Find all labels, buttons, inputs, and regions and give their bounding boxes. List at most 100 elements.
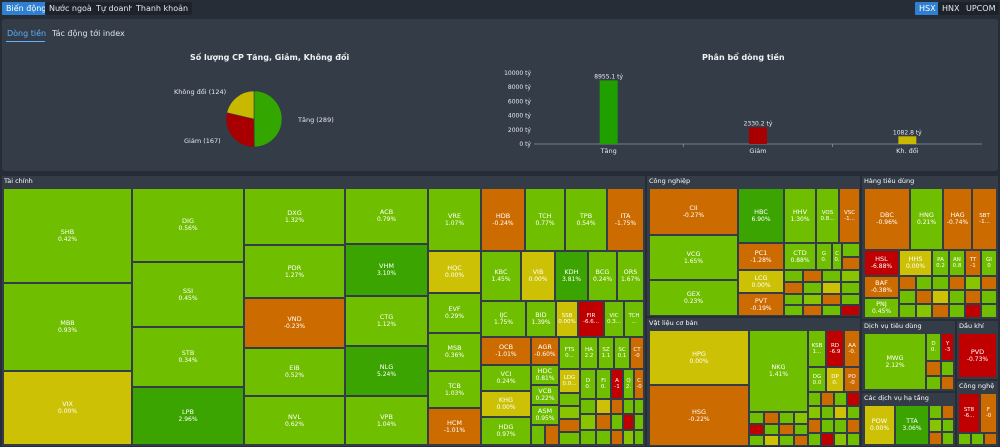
tile-tpb[interactable]: TPB 0.54% — [565, 188, 607, 251]
tile-minor[interactable] — [929, 432, 942, 445]
tile-lcg[interactable]: LCG 0.00% — [738, 270, 784, 293]
exchange-hnx[interactable]: HNX — [938, 2, 964, 15]
tile-pow[interactable]: POW 0.00% — [864, 405, 895, 445]
tile-minor[interactable] — [634, 399, 644, 414]
pie-slice-unchanged[interactable] — [226, 90, 255, 120]
tile-aa[interactable]: AA -0. — [844, 330, 860, 367]
tile-minor[interactable] — [965, 290, 981, 304]
tile-minor[interactable] — [623, 399, 634, 414]
tile-minor[interactable] — [899, 304, 916, 318]
tile-hdg[interactable]: HDG 0.97% — [481, 417, 531, 445]
tile-minor[interactable] — [611, 414, 623, 430]
bar-1[interactable] — [749, 127, 767, 144]
tile-tcb[interactable]: TCB 1.03% — [428, 371, 481, 408]
tile-minor[interactable] — [764, 412, 779, 424]
tile-ijc[interactable]: IJC 1.75% — [481, 301, 526, 337]
tile-acb[interactable]: ACB 0.79% — [345, 188, 428, 244]
tile-vnd[interactable]: VND -0.23% — [244, 298, 345, 348]
tile-bcg[interactable]: BCG 0.24% — [588, 251, 617, 301]
tile-minor[interactable] — [559, 432, 580, 445]
tile-hhs[interactable]: HHS 0.00% — [899, 250, 932, 276]
tile-minor[interactable] — [596, 399, 611, 414]
tile-fir[interactable]: FIR -6.6... — [578, 301, 604, 337]
subtab-dong-tien[interactable]: Dòng tiền — [7, 29, 47, 38]
tile-vre[interactable]: VRE 1.07% — [428, 188, 481, 251]
tile-tch-small[interactable]: TCH... — [624, 301, 644, 337]
tile-pa[interactable]: PA 0.2 — [932, 250, 949, 276]
tile-minor[interactable] — [965, 304, 981, 318]
tile-minor[interactable] — [623, 430, 634, 445]
tile-nkg[interactable]: NKG 1.41% — [749, 330, 808, 412]
tile-sz[interactable]: SZ 1.1 — [598, 337, 614, 369]
tile-minor[interactable] — [941, 361, 954, 376]
tile-minor[interactable] — [916, 304, 932, 318]
tile-hdb[interactable]: HDB -0.24% — [481, 188, 525, 251]
tile-fts[interactable]: FTS 0... — [559, 337, 580, 369]
tile-minor[interactable] — [929, 405, 942, 419]
tile-minor[interactable] — [899, 276, 916, 290]
tile-g[interactable]: G 0. — [816, 243, 832, 270]
tile-minor[interactable] — [803, 305, 822, 316]
tile-minor[interactable] — [981, 290, 997, 304]
tile-minor[interactable] — [611, 399, 623, 414]
tile-hpg[interactable]: HPG 0.00% — [649, 330, 749, 385]
exchange-hsx[interactable]: HSX — [915, 2, 940, 15]
tile-minor[interactable] — [822, 282, 841, 294]
tile-ctg[interactable]: CTG 1.12% — [345, 296, 428, 346]
tile-minor[interactable] — [623, 414, 634, 430]
tile-fi[interactable]: FI 0. — [596, 369, 611, 399]
tile-minor[interactable] — [821, 433, 834, 446]
tile-minor[interactable] — [926, 361, 941, 376]
tile-tt[interactable]: TT -1 — [965, 250, 981, 276]
tile-agr[interactable]: AGR -0.60% — [531, 337, 559, 365]
tile-minor[interactable] — [942, 432, 954, 445]
tile-minor[interactable] — [580, 414, 596, 430]
tile-minor[interactable] — [965, 276, 981, 290]
tile-minor[interactable] — [916, 276, 932, 290]
tile-po[interactable]: PO -0 — [844, 367, 860, 392]
tile-eib[interactable]: EIB 0.52% — [244, 348, 345, 396]
tile-nlg[interactable]: NLG 5.24% — [345, 346, 428, 396]
tile-minor[interactable] — [808, 392, 821, 406]
tile-msb[interactable]: MSB 0.36% — [428, 333, 481, 371]
tile-hsl[interactable]: HSL -6.88% — [864, 250, 899, 276]
tile-hdc[interactable]: HDC 0.81% — [531, 365, 559, 385]
tile-lpb[interactable]: LPB 2.96% — [132, 387, 244, 445]
tile-minor[interactable] — [779, 435, 794, 446]
tile-minor[interactable] — [842, 257, 860, 270]
tile-minor[interactable] — [932, 290, 949, 304]
tile-vix[interactable]: VIX 0.00% — [3, 371, 132, 445]
tile-dbc[interactable]: DBC -0.96% — [864, 188, 910, 250]
tile-minor[interactable] — [834, 433, 847, 446]
tile-minor[interactable] — [559, 393, 580, 406]
tile-minor[interactable] — [580, 430, 596, 445]
bar-0[interactable] — [599, 80, 618, 144]
tile-minor[interactable] — [926, 376, 941, 390]
tile-asm[interactable]: ASM 0.95% — [531, 405, 559, 425]
tile-mwg[interactable]: MWG 2.12% — [864, 333, 926, 390]
tile-ita[interactable]: ITA -1.75% — [607, 188, 644, 251]
bar-2[interactable] — [898, 136, 917, 144]
tile-minor[interactable] — [847, 433, 860, 446]
tile-ldg[interactable]: LDG 0.0... — [559, 369, 580, 393]
tile-minor[interactable] — [794, 412, 808, 424]
tile-dig[interactable]: DIG 0.56% — [132, 188, 244, 262]
tile-minor[interactable] — [821, 406, 834, 419]
tile-pdr[interactable]: PDR 1.27% — [244, 245, 345, 298]
tile-vos[interactable]: VOS 0.8... — [816, 188, 839, 243]
tile-dp[interactable]: DP 0. — [826, 367, 844, 392]
tile-minor[interactable] — [634, 414, 644, 430]
tile-minor[interactable] — [803, 294, 822, 305]
tile-tch[interactable]: TCH 0.77% — [525, 188, 565, 251]
tile-minor[interactable] — [784, 294, 803, 305]
tile-nvl[interactable]: NVL 0.62% — [244, 396, 345, 445]
subtab-tac-dong[interactable]: Tác động tới index — [52, 29, 125, 38]
tile-tta[interactable]: TTA 3.06% — [895, 405, 929, 445]
tile-minor[interactable] — [808, 406, 821, 419]
tile-vhm[interactable]: VHM 3.10% — [345, 244, 428, 296]
tile-bid[interactable]: BID 1.39% — [526, 301, 556, 337]
tile-minor[interactable] — [531, 425, 545, 445]
tile-minor[interactable] — [822, 270, 841, 282]
tile-evf[interactable]: EVF 0.29% — [428, 293, 481, 333]
tile-minor[interactable] — [841, 294, 860, 305]
